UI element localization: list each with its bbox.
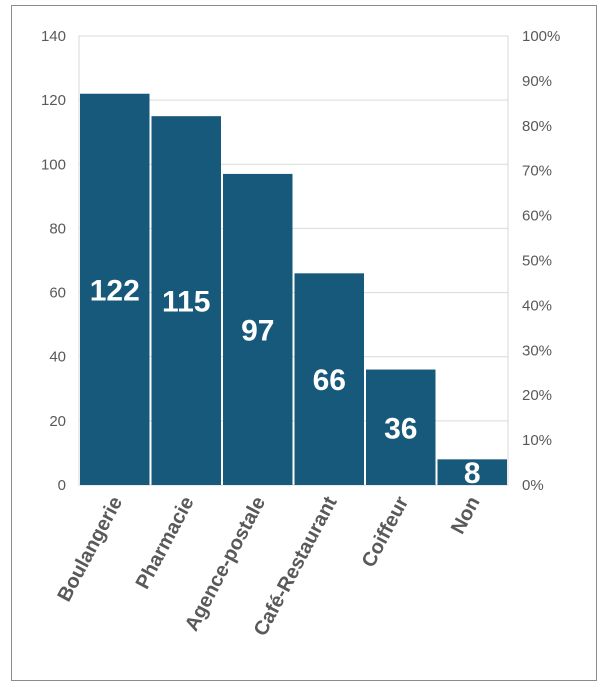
x-tick-label: Boulangerie: [53, 493, 127, 605]
y2-tick-label: 30%: [522, 342, 552, 359]
y-tick-label: 40: [49, 349, 66, 366]
x-axis: Boulangerie PharmacieAgence-postaleCafé-R…: [53, 493, 484, 640]
y-tick-label: 120: [41, 92, 66, 109]
x-tick-label: Agence-postale: [181, 493, 270, 635]
y2-tick-label: 60%: [522, 208, 552, 225]
bars: [80, 93, 507, 485]
y2-tick-label: 40%: [522, 297, 552, 314]
y2-tick-label: 80%: [522, 118, 552, 135]
bar: [80, 93, 150, 485]
bar: [294, 273, 364, 485]
y-tick-label: 20: [49, 413, 66, 430]
y-tick-label: 60: [49, 285, 66, 302]
y2-tick-label: 70%: [522, 163, 552, 180]
x-tick-label: Pharmacie: [132, 493, 199, 593]
data-label: 122: [90, 274, 140, 307]
y2-tick-label: 20%: [522, 387, 552, 404]
plot-area: [78, 35, 509, 486]
x-tick-label: Coiffeur: [358, 493, 414, 571]
data-label: 97: [241, 314, 274, 347]
y2-tick-label: 50%: [522, 253, 552, 270]
data-labels: 122 115 97 66 36 8: [90, 274, 481, 490]
y-tick-label: 100: [41, 156, 66, 173]
y-tick-label: 0: [58, 477, 66, 494]
bar: [437, 459, 507, 485]
bar: [151, 116, 221, 485]
y-tick-label: 80: [49, 220, 66, 237]
y2-tick-label: 0%: [522, 477, 544, 494]
data-label: 8: [464, 457, 481, 490]
bar: [223, 173, 293, 485]
x-tick-label: Non: [447, 493, 485, 538]
data-label: 66: [313, 364, 346, 397]
y2-tick-label: 90%: [522, 73, 552, 90]
bar: [366, 369, 436, 485]
gridlines: [78, 35, 509, 486]
data-label: 115: [162, 286, 210, 319]
y2-tick-label: 10%: [522, 432, 552, 449]
y-axis-left: 0 20 40 60 80 100 120 140: [41, 28, 66, 494]
y2-tick-label: 100%: [522, 28, 560, 45]
data-label: 36: [384, 412, 417, 445]
y-axis-right: 0% 10% 20% 30% 40% 50% 60% 70% 80% 90% 100%: [522, 28, 560, 494]
y-tick-label: 140: [41, 28, 66, 45]
